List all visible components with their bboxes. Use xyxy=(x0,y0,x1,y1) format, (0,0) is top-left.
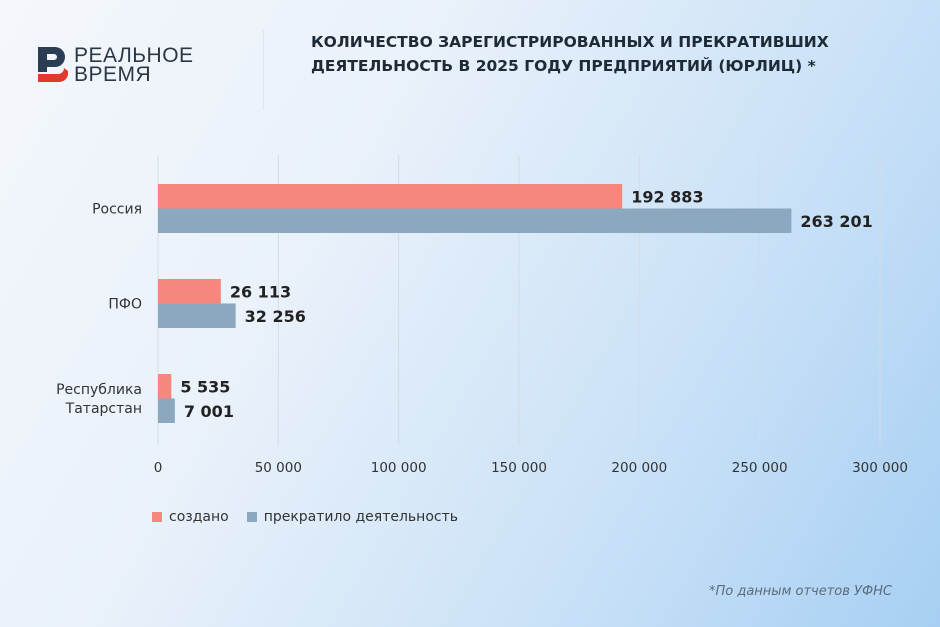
category-label: Россия xyxy=(92,202,142,218)
data-label: 5 535 xyxy=(180,377,230,396)
category-label: Татарстан xyxy=(65,401,142,417)
x-tick-label: 0 xyxy=(154,460,163,476)
data-label: 7 001 xyxy=(184,402,234,421)
data-label: 32 256 xyxy=(245,307,306,326)
x-tick-label: 250 000 xyxy=(732,460,788,476)
bar xyxy=(158,374,172,399)
data-label: 26 113 xyxy=(230,282,291,301)
logo-line1: РЕАЛЬНОЕ xyxy=(74,44,194,67)
legend-label-created: создано xyxy=(169,509,229,525)
legend-label-closed: прекратило деятельность xyxy=(263,509,458,525)
x-tick-label: 300 000 xyxy=(852,460,908,476)
logo: РЕАЛЬНОЕ ВРЕМЯ xyxy=(38,44,194,86)
logo-line2: ВРЕМЯ xyxy=(74,63,152,86)
category-label: ПФО xyxy=(108,297,142,313)
x-tick-label: 100 000 xyxy=(371,460,427,476)
category-label: Республика xyxy=(56,382,142,398)
bar xyxy=(158,279,221,304)
bar xyxy=(158,184,623,209)
x-tick-label: 150 000 xyxy=(491,460,547,476)
x-tick-label: 50 000 xyxy=(255,460,302,476)
legend: создано прекратило деятельность xyxy=(152,509,458,525)
legend-swatch-closed xyxy=(246,512,257,522)
bar xyxy=(158,398,175,423)
data-label: 192 883 xyxy=(631,187,703,206)
footnote: *По данным отчетов УФНС xyxy=(708,584,892,599)
bar xyxy=(158,208,792,233)
data-label: 263 201 xyxy=(800,212,872,231)
divider xyxy=(263,30,264,110)
x-tick-label: 200 000 xyxy=(611,460,667,476)
chart-title: КОЛИЧЕСТВО ЗАРЕГИСТРИРОВАННЫХ И ПРЕКРАТИ… xyxy=(311,33,829,75)
bar xyxy=(158,303,236,328)
logo-mark-icon xyxy=(38,47,68,83)
legend-swatch-created xyxy=(152,512,162,522)
